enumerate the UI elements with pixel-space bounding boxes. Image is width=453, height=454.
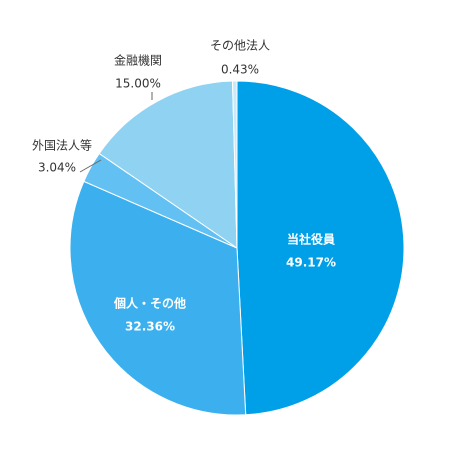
- pie-slice: [231, 80, 238, 249]
- slice-label: 外国法人等: [32, 139, 92, 153]
- value-label: 32.36%: [125, 320, 175, 334]
- value-label: 3.04%: [38, 161, 76, 175]
- slice-label: 金融機関: [114, 53, 162, 68]
- pie-slice: [236, 80, 405, 416]
- pie-slice: [98, 80, 238, 249]
- value-label: 15.00%: [115, 77, 161, 91]
- slice-label: 当社役員: [287, 232, 335, 247]
- value-label: 0.43%: [221, 63, 259, 77]
- value-label: 49.17%: [286, 256, 336, 270]
- slice-label: その他法人: [210, 39, 270, 53]
- leader-line: [79, 159, 102, 173]
- slice-label: 個人・その他: [113, 296, 186, 311]
- pie-slice: [69, 180, 247, 416]
